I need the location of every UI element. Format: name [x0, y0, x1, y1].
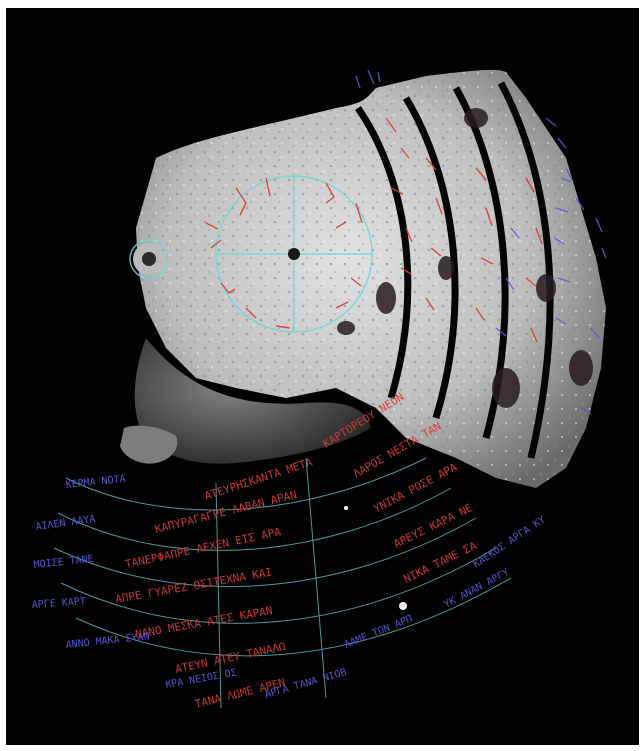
svg-text:ΤΑΝΕΡΦΑΠΡΕ ΛΕΧΕΝ ΕΙΣ ΑΡΑ: ΤΑΝΕΡΦΑΠΡΕ ΛΕΧΕΝ ΕΙΣ ΑΡΑ [124, 525, 283, 571]
dark-patches [337, 108, 593, 408]
svg-text:ΝΙΚΑ ΤΑΜΕ ΣΑ: ΝΙΚΑ ΤΑΜΕ ΣΑ [402, 539, 479, 586]
svg-text:ΛΑΜΕ ΤΟΝ ΑΡΠ: ΛΑΜΕ ΤΟΝ ΑΡΠ [343, 614, 414, 651]
small-hole [142, 252, 156, 266]
red-inscription-overlay [205, 117, 543, 343]
svg-text:ΚΑΕΚΟΣ ΑΡΓΑ ΚΥ: ΚΑΕΚΟΣ ΑΡΓΑ ΚΥ [472, 514, 548, 570]
svg-text:ΑΡΓΕ ΚΑΡΤ: ΑΡΓΕ ΚΑΡΤ [31, 596, 86, 611]
svg-text:ΝΑΝΟ ΜΕΣΚΑ ΑΤΕΣ ΚΑΡΑΝ: ΝΑΝΟ ΜΕΣΚΑ ΑΤΕΣ ΚΑΡΑΝ [134, 604, 273, 641]
svg-text:ΚΕΡΜΑ ΝΟΤΑ: ΚΕΡΜΑ ΝΟΤΑ [65, 474, 126, 491]
center-hole [288, 248, 300, 260]
blue-inscription-overlay [355, 69, 607, 415]
svg-text:ΑΝΝΟ ΜΑΚΑ ΣΥΑΝ: ΑΝΝΟ ΜΑΚΑ ΣΥΑΝ [65, 631, 150, 651]
photograph: ΑΤΕΥΡΗΣΚΑΝΤΑ ΜΕΤΑ ΚΑΠΥΡΑΓΑΓΡΕ ΛΑΒΑΝ ΑΡΑΝ… [6, 8, 639, 745]
svg-text:ΥΚ ΑΝΑΝ ΑΡΓΥ: ΥΚ ΑΝΑΝ ΑΡΓΥ [442, 567, 511, 611]
svg-text:ΥΝΙΚΑ ΡΟΣΕ ΑΡΑ: ΥΝΙΚΑ ΡΟΣΕ ΑΡΑ [371, 460, 459, 515]
svg-text:ΜΟΙΣΕ ΤΑΝΕ: ΜΟΙΣΕ ΤΑΝΕ [33, 554, 94, 571]
fragment-figure: ΑΤΕΥΡΗΣΚΑΝΤΑ ΜΕΤΑ ΚΑΠΥΡΑΓΑΓΡΕ ΛΑΒΑΝ ΑΡΑΝ… [31, 69, 607, 711]
